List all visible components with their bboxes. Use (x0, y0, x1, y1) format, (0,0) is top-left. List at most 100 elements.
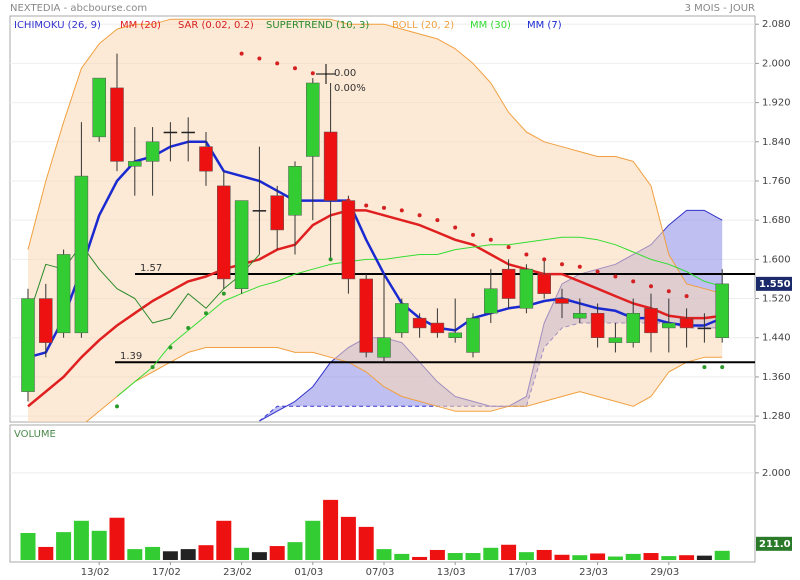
legend-entry: MM (30) (470, 20, 511, 31)
volume-bar (127, 549, 143, 560)
volume-bar (483, 547, 499, 560)
annotation: 0.00 (334, 68, 356, 79)
y-tick-label: 1.840 (762, 137, 791, 148)
legend-entry: ICHIMOKU (26, 9) (14, 20, 101, 31)
candle-body (56, 254, 71, 334)
y-tick-label: 1.680 (762, 215, 791, 226)
candle-body (21, 298, 35, 392)
candle-body (484, 288, 498, 314)
candle-body (573, 312, 587, 319)
volume-bar (376, 549, 392, 560)
y-tick-label: 1.440 (762, 333, 791, 344)
volume-bar (572, 555, 588, 560)
bollinger-band (28, 19, 723, 422)
volume-bar (501, 544, 517, 560)
sar-dot (631, 279, 636, 284)
sar-dot (577, 264, 582, 269)
candle-body (412, 317, 427, 329)
volume-bar (287, 542, 303, 560)
candle-body (555, 298, 569, 304)
sar-dot (684, 294, 689, 299)
volume-bar (216, 520, 232, 560)
volume-bar (643, 553, 659, 560)
volume-bar (465, 553, 481, 560)
x-tick-label: 23/02 (223, 567, 252, 578)
sar-dot (239, 51, 244, 56)
volume-bar (394, 553, 410, 560)
sar-dot (613, 274, 618, 279)
candle-body (644, 308, 658, 334)
volume-bar (91, 530, 107, 560)
y-tick-label: 1.360 (762, 372, 791, 383)
candle-body (234, 200, 249, 289)
sar-dot (310, 71, 315, 76)
sar-dot (702, 365, 707, 370)
y-tick-label: 1.520 (762, 294, 791, 305)
candle-body (306, 82, 320, 157)
volume-bar (607, 556, 623, 560)
sar-dot (382, 205, 386, 210)
sar-dot (649, 284, 653, 289)
x-tick-label: 07/03 (366, 567, 395, 578)
volume-bar (305, 520, 321, 560)
x-tick-label: 23/03 (579, 567, 608, 578)
sar-dot (364, 203, 369, 208)
sar-dot (221, 291, 226, 296)
legend-entry: SAR (0.02, 0.2) (178, 20, 254, 31)
sar-dot (720, 365, 725, 370)
candle-body (501, 268, 516, 299)
candle-body (430, 322, 445, 334)
candle-body (252, 210, 267, 212)
sar-dot (453, 225, 458, 230)
volume-bar (696, 555, 712, 560)
x-tick-label: 29/03 (650, 567, 679, 578)
sar-dot (150, 365, 155, 370)
bollinger-upper (27, 18, 723, 295)
indicator-line (27, 140, 723, 359)
candle-body (288, 166, 302, 216)
candle-body (466, 317, 480, 353)
indicator-line (27, 209, 723, 408)
x-tick-label: 01/03 (294, 567, 323, 578)
price-plot: 1.57 1.39 (10, 18, 755, 422)
candle-body (626, 312, 640, 343)
sar-dot (595, 269, 600, 274)
candle-body (448, 332, 462, 338)
bollinger-lower (85, 347, 723, 422)
legend-entry: MM (20) (120, 20, 161, 31)
volume-bar (429, 549, 445, 560)
y-tick-label: 1.600 (762, 254, 791, 265)
price-badge (756, 276, 792, 291)
candle-body (110, 87, 124, 162)
volume-bar (38, 546, 54, 560)
sar-dot (204, 311, 208, 316)
sar-dot (417, 213, 422, 218)
candle-body (145, 141, 160, 162)
volume-plot (10, 472, 755, 560)
y-tick-label: 2.080 (762, 19, 791, 30)
candle-body (662, 322, 676, 329)
sar-dot (275, 61, 280, 66)
volume-bar (518, 552, 534, 560)
candle-body (715, 283, 729, 338)
volume-bar (554, 554, 570, 560)
sar-dot (524, 252, 529, 257)
sar-dot (488, 237, 493, 242)
chart-title: NEXTEDIA - abcbourse.com (10, 3, 147, 14)
candle-body (199, 146, 213, 172)
x-tick-label: 17/03 (508, 567, 537, 578)
volume-bar (536, 549, 552, 560)
volume-bar (714, 550, 730, 560)
x-tick-label: 13/03 (437, 567, 466, 578)
price-label: 1.550 (759, 279, 791, 290)
volume-bar (661, 556, 677, 560)
volume-title: VOLUME (14, 429, 56, 440)
volume-bar (323, 499, 339, 560)
sar-dot (560, 262, 564, 267)
candle-body (128, 161, 142, 167)
sar-dot (293, 66, 297, 71)
x-tick-label: 13/02 (81, 567, 110, 578)
volume-bar (73, 520, 89, 560)
